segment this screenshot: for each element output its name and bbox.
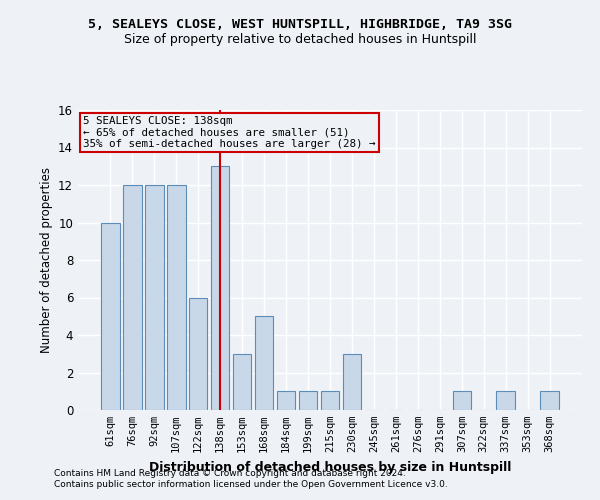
Bar [320,391,340,410]
Bar [255,316,274,410]
Text: 5 SEALEYS CLOSE: 138sqm
← 65% of detached houses are smaller (51)
35% of semi-de: 5 SEALEYS CLOSE: 138sqm ← 65% of detache… [83,116,376,149]
Bar [101,222,119,410]
X-axis label: Distribution of detached houses by size in Huntspill: Distribution of detached houses by size … [149,460,511,473]
Text: Contains HM Land Registry data © Crown copyright and database right 2024.: Contains HM Land Registry data © Crown c… [54,468,406,477]
Bar [299,391,317,410]
Y-axis label: Number of detached properties: Number of detached properties [40,167,53,353]
Bar [123,185,142,410]
Bar [277,391,295,410]
Bar [343,354,361,410]
Text: Contains public sector information licensed under the Open Government Licence v3: Contains public sector information licen… [54,480,448,489]
Bar [541,391,559,410]
Bar [452,391,471,410]
Bar [496,391,515,410]
Bar [233,354,251,410]
Bar [211,166,229,410]
Bar [145,185,164,410]
Bar [167,185,185,410]
Text: 5, SEALEYS CLOSE, WEST HUNTSPILL, HIGHBRIDGE, TA9 3SG: 5, SEALEYS CLOSE, WEST HUNTSPILL, HIGHBR… [88,18,512,30]
Text: Size of property relative to detached houses in Huntspill: Size of property relative to detached ho… [124,32,476,46]
Bar [189,298,208,410]
